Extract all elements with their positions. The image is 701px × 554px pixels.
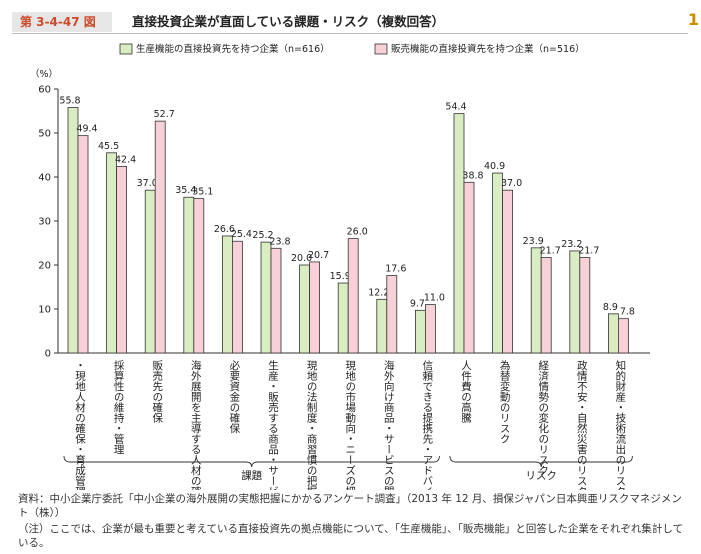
figure-number: 第 3-4-47 図 [12,12,112,32]
bar-2-12 [540,257,552,354]
y-tick-label: 0 [45,349,51,360]
category-label-12: 経済情勢の変化のリスク [537,359,549,475]
bar-2-7 [347,238,359,354]
value-label-1-5: 25.2 [252,230,273,241]
value-label-2-9: 11.0 [424,293,445,304]
value-label-1-4: 26.6 [214,224,235,235]
bar-2-8 [386,275,398,354]
bar-2-11 [502,189,514,354]
title-divider [12,33,688,34]
legend-label-series-2: 販売機能の直接投資先を持つ企業（n=516） [391,43,585,55]
category-label-5: 生産・販売する商品・サービスの質の確保 [267,359,279,490]
value-label-1-3: 35.4 [175,185,196,196]
bar-2-10 [463,181,475,354]
value-label-2-14: 7.8 [620,307,635,318]
value-label-1-6: 20.0 [291,253,312,264]
bar-2-6 [309,261,321,354]
bar-1-12 [530,247,542,354]
y-tick-label: 30 [38,217,51,228]
category-label-13: 政情不安・自然災害のリスク [576,359,588,490]
value-label-2-10: 38.8 [462,170,483,181]
category-label-8: 海外向け商品・サービスの開発 [383,359,395,490]
bar-1-8 [376,298,388,354]
y-tick-label: 60 [38,85,51,96]
y-tick-label: 20 [38,261,51,272]
figure-title: 直接投資企業が直面している課題・リスク（複数回答） [132,14,445,29]
value-label-2-6: 20.7 [308,250,329,261]
bar-1-0 [67,107,79,354]
bar-1-6 [299,264,311,354]
category-label-1: 採算性の維持・管理 [113,359,125,454]
bar-2-2 [154,120,166,354]
category-label-9: 信頼できる提携先・アドバイザーの確保 [421,360,433,490]
bar-1-3 [183,196,195,354]
value-label-1-13: 23.2 [561,239,582,250]
bar-1-2 [144,189,156,354]
value-label-2-11: 37.0 [501,178,522,189]
value-label-1-11: 40.9 [484,161,505,172]
page-mark: 1 [687,10,699,29]
value-label-2-0: 49.4 [76,124,97,135]
group-bracket-1 [449,455,633,468]
value-label-2-5: 23.8 [269,236,290,247]
legend-swatch-series-2 [374,43,388,55]
bar-1-13 [569,250,581,354]
value-label-1-14: 8.9 [603,302,618,313]
value-label-1-12: 23.9 [523,236,544,247]
group-bracket-0 [63,455,440,468]
category-label-10: 人件費の高騰 [460,360,472,424]
bar-2-1 [116,166,127,354]
footnote: （注）ここでは、企業が最も重要と考えている直接投資先の拠点機能について、「生産機… [18,523,684,549]
category-label-2: 販売先の確保 [151,360,163,424]
legend-swatch-series-1 [119,43,133,55]
value-label-1-8: 12.2 [368,287,389,298]
bar-2-13 [579,257,591,354]
legend-label-series-1: 生産機能の直接投資先を持つ企業（n=616） [136,43,330,55]
bar-1-7 [337,282,349,354]
category-label-3: 海外展開を主導する人材の確保・育成 [190,359,202,490]
bar-1-4 [221,235,233,354]
y-tick-label: 10 [38,305,51,316]
category-label-7: 現地の市場動向・ニーズの把握 [344,360,356,490]
bar-1-10 [453,113,465,354]
category-label-6: 現地の法制度・商習慣の把握 [306,360,318,490]
value-label-1-9: 9.7 [410,298,425,309]
value-label-2-4: 25.4 [231,229,252,240]
value-label-2-3: 35.1 [192,187,213,198]
value-label-1-1: 45.5 [98,141,119,152]
value-label-1-7: 15.9 [330,271,351,282]
bar-2-5 [270,247,282,354]
y-tick-label: 50 [38,129,51,140]
value-label-2-7: 26.0 [347,227,368,238]
y-tick-label: 40 [38,173,51,184]
bar-1-1 [106,152,117,354]
y-axis-unit-label: （%） [30,68,58,80]
value-label-2-8: 17.6 [385,264,406,275]
bar-2-9 [424,304,436,354]
bar-2-14 [618,318,629,354]
category-label-4: 必要資金の確保 [228,359,240,434]
bar-chart: 生産機能の直接投資先を持つ企業（n=616） 販売機能の直接投資先を持つ企業（n=… [30,43,650,490]
group-label-1: リスク [525,470,557,482]
bar-2-4 [231,240,243,354]
value-label-2-2: 52.7 [154,109,175,120]
bar-1-9 [414,309,426,354]
value-label-1-0: 55.8 [59,95,80,106]
category-label-0: ・現地人材の確保・育成管理 [74,360,86,490]
bar-1-14 [608,313,619,354]
bar-1-11 [492,172,504,354]
value-label-2-1: 42.4 [115,154,136,165]
bar-2-3 [193,198,205,354]
value-label-1-2: 37.0 [137,178,158,189]
value-label-2-13: 21.7 [578,246,599,257]
group-label-0: 課題 [241,469,262,482]
bar-1-5 [260,241,272,354]
category-label-11: 為替変動のリスク [499,359,511,444]
value-label-2-12: 21.7 [540,246,561,257]
figure-header: 第 3-4-47 図 直接投資企業が直面している課題・リスク（複数回答） 1 [0,0,701,34]
bar-2-0 [77,135,89,354]
source-note: 資料：中小企業庁委託「中小企業の海外展開の実態把握にかかるアンケート調査」（20… [18,493,682,519]
value-label-1-10: 54.4 [445,102,466,113]
category-label-14: 知的財産・技術流出のリスク [614,359,626,490]
